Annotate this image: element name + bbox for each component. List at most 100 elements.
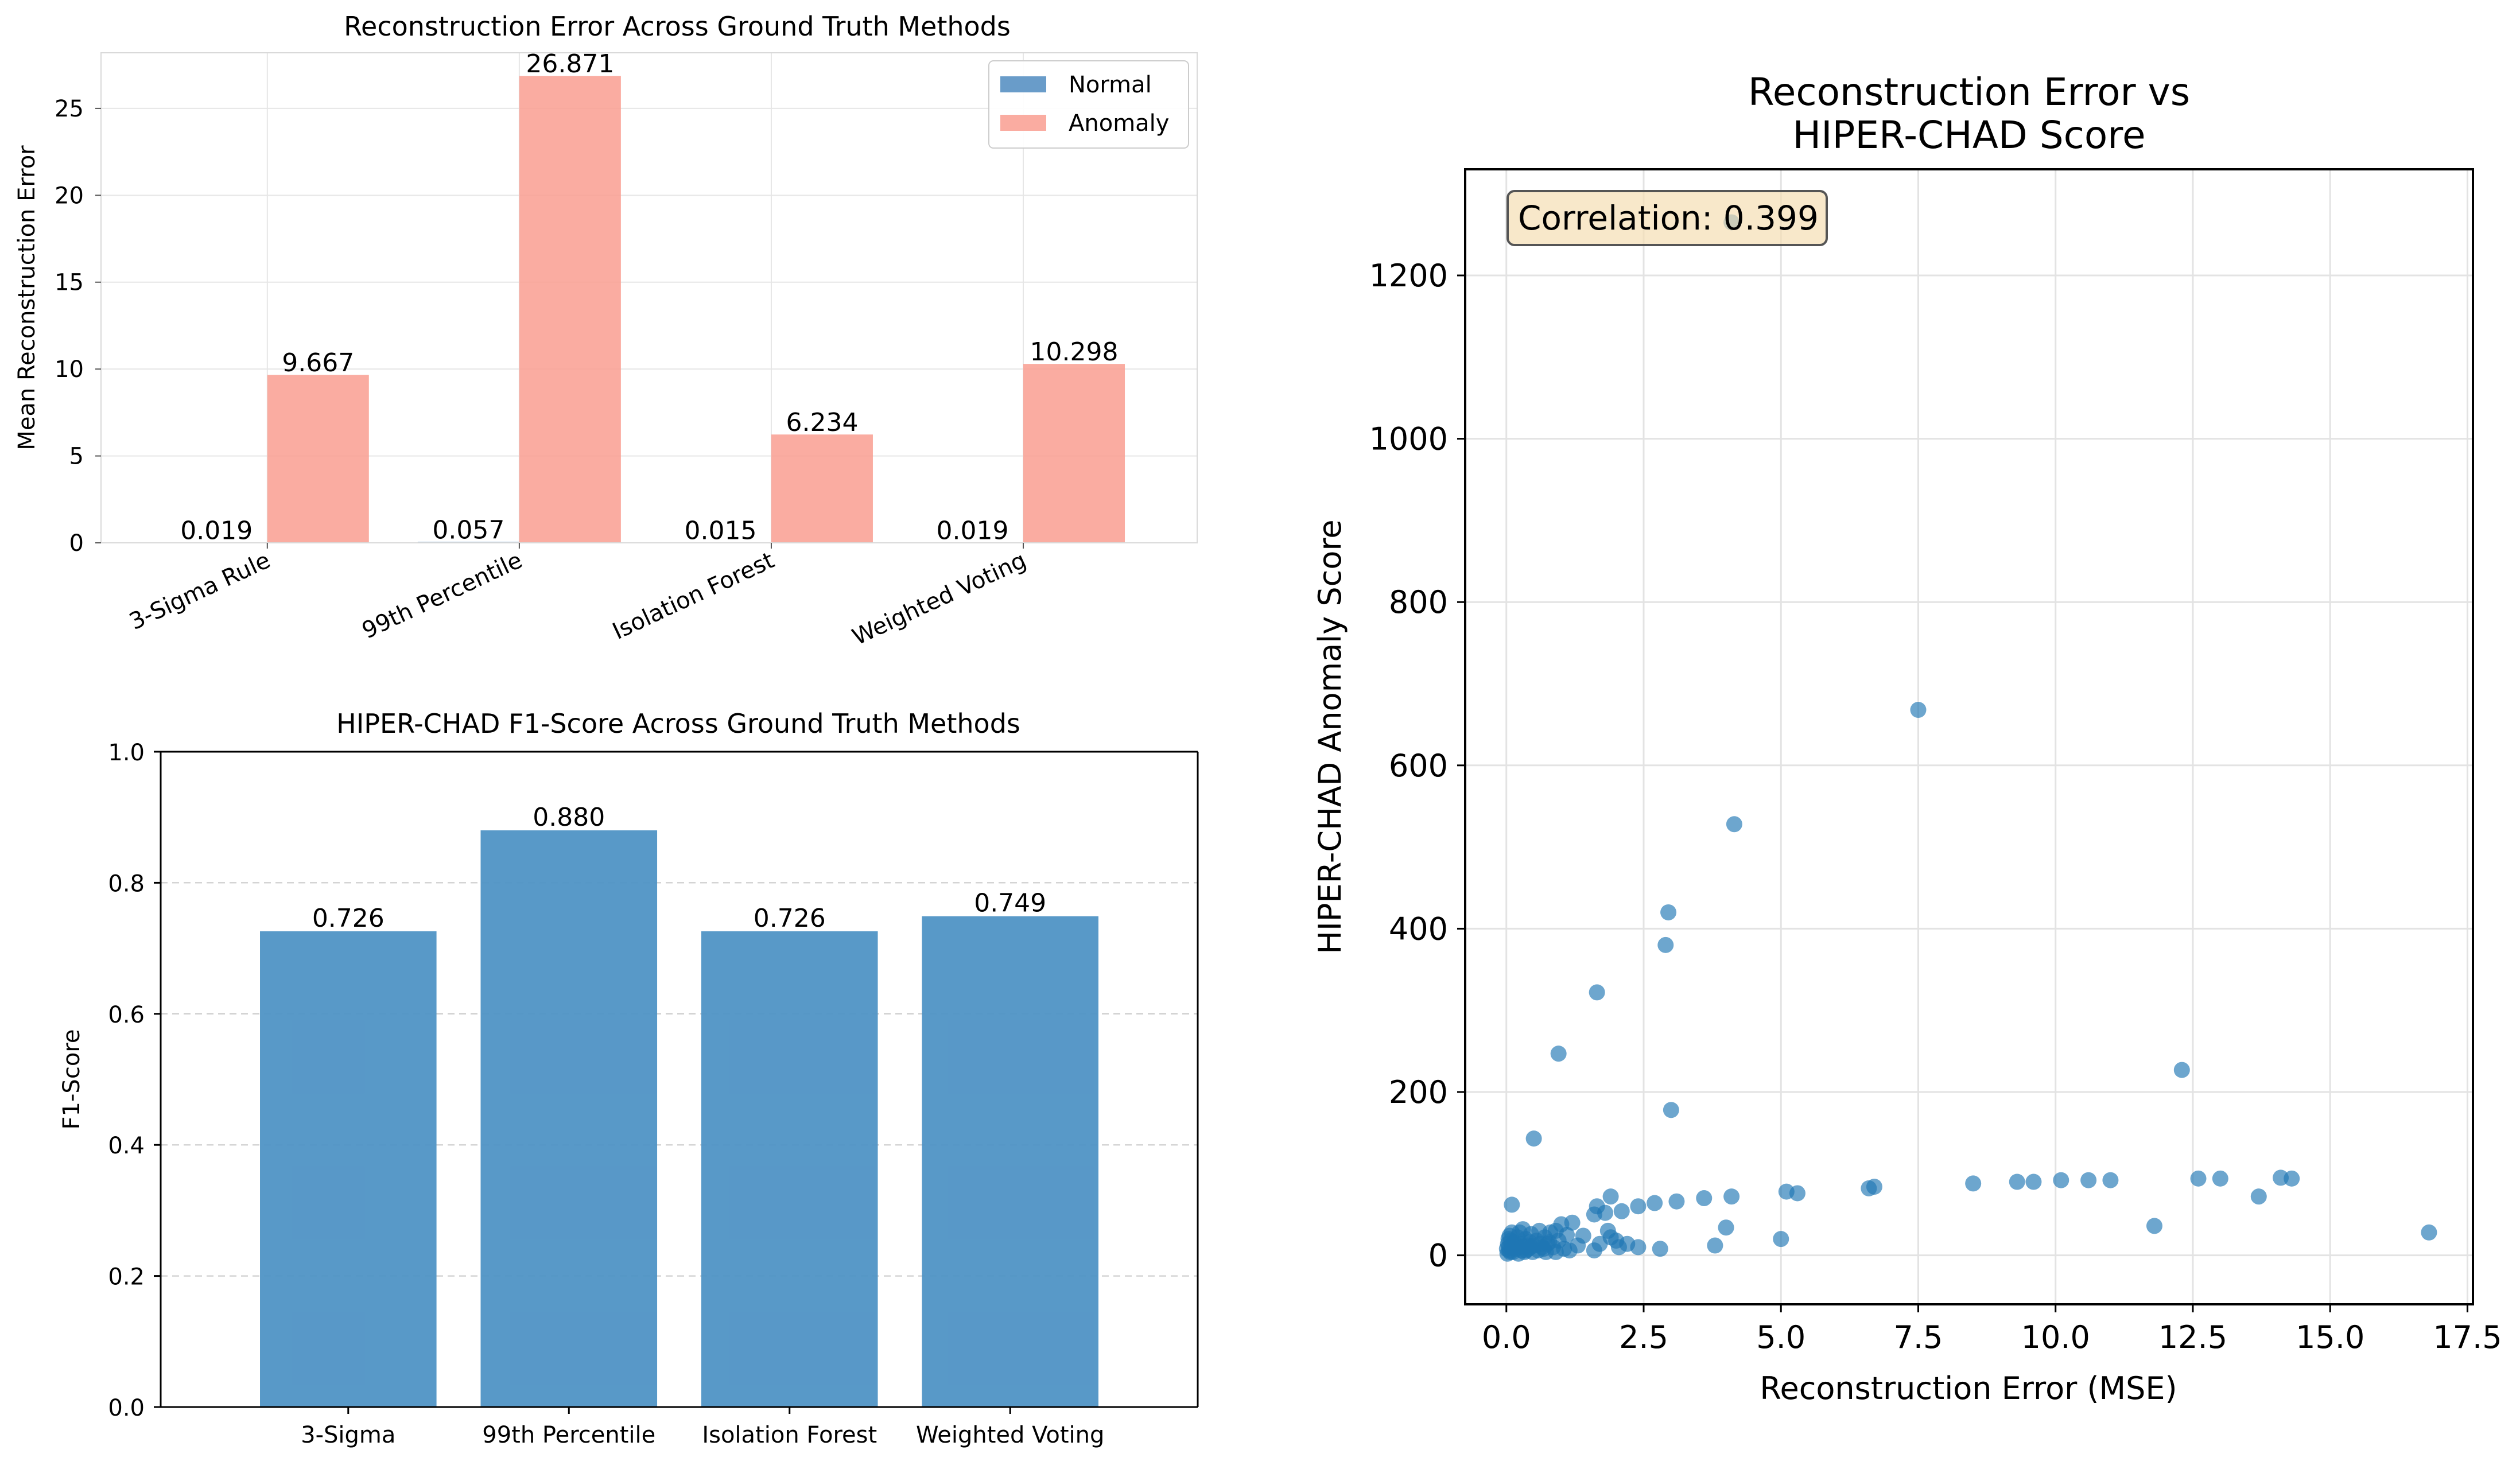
chart3-data-point [2250,1188,2267,1205]
chart3-data-point [1586,1206,1602,1223]
chart3-x-tick-label: 12.5 [2158,1319,2227,1355]
chart2-value-label: 0.726 [312,904,385,933]
chart3-data-point [1630,1198,1647,1215]
chart2-x-tick-label: 3-Sigma [301,1422,395,1448]
chart1-value-label-normal: 0.057 [432,515,504,545]
chart2-bar [701,931,878,1407]
chart1-y-axis-label: Mean Reconstruction Error [14,145,40,450]
chart1-value-label-anomaly: 6.234 [786,408,858,437]
chart1-y-tick-label: 25 [55,96,84,122]
chart2-y-tick-label: 0.8 [108,870,145,897]
chart3-data-point [1525,1130,1542,1147]
chart1-bar-anomaly [771,434,873,543]
chart1-y-tick-label: 20 [55,182,84,209]
chart2-x-tick-label: 99th Percentile [482,1422,655,1448]
chart1-legend: Normal Anomaly [988,60,1189,149]
chart3-points [1498,214,2437,1262]
chart2-y-tick-label: 0.4 [108,1133,145,1159]
chart3-data-point [2284,1170,2300,1187]
chart3-data-point [1696,1190,1713,1207]
reconstruction-vs-score-scatter: Reconstruction Error vs HIPER-CHAD Score… [1312,70,2502,1406]
chart1-value-label-normal: 0.015 [684,516,756,546]
chart2-value-label: 0.749 [974,889,1046,918]
chart2-value-label: 0.726 [754,904,826,933]
chart2-y-tick-label: 0.6 [108,1002,145,1028]
chart3-data-point [1866,1179,1882,1195]
chart3-data-point [1500,1231,1517,1248]
chart1-value-label-anomaly: 26.871 [526,49,614,79]
chart3-x-tick-label: 7.5 [1894,1319,1943,1355]
chart3-data-point [1522,1239,1539,1256]
chart3-data-point [2146,1218,2162,1234]
chart3-data-point [2025,1173,2042,1190]
chart1-value-labels: 0.019 0.057 0.015 0.019 9.667 26.871 6.234 10.2… [180,49,1118,545]
chart3-x-tick-label: 17.5 [2433,1319,2502,1355]
correlation-text: Correlation: 0.399 [1518,199,1819,238]
chart2-x-ticks: 3-Sigma 99th Percentile Isolation Forest We… [301,1407,1104,1448]
chart3-data-point [1723,1188,1740,1205]
chart3-y-ticks: 0 200 400 600 800 1000 1200 [1369,258,1465,1274]
chart3-data-point [1575,1227,1591,1244]
chart1-value-label-normal: 0.019 [937,516,1009,545]
chart3-data-point [2212,1170,2228,1187]
chart3-data-point [1707,1237,1723,1254]
chart3-data-point [2009,1173,2025,1190]
chart3-data-point [1965,1175,1982,1192]
chart3-data-point [1586,1242,1602,1259]
chart3-data-point [1652,1241,1668,1257]
chart3-data-point [2190,1170,2207,1187]
chart3-data-point [1657,936,1674,953]
chart2-title: HIPER-CHAD F1-Score Across Ground Truth … [336,708,1020,739]
chart2-y-axis-label: F1-Score [59,1029,85,1130]
chart3-data-point [2080,1172,2097,1188]
chart3-y-tick-label: 600 [1389,748,1448,784]
chart3-x-tick-label: 10.0 [2021,1319,2090,1355]
chart3-x-ticks: 0.0 2.5 5.0 7.5 10.0 12.5 15.0 17.5 [1482,1304,2502,1355]
chart3-data-point [1718,1219,1734,1236]
chart3-data-point [1647,1195,1663,1211]
chart2-y-tick-label: 0.0 [108,1395,145,1421]
chart3-y-tick-label: 1000 [1369,421,1448,457]
chart1-bar-anomaly [1023,364,1125,543]
chart3-data-point [1561,1242,1578,1259]
chart3-title-line2: HIPER-CHAD Score [1792,113,2145,157]
chart3-y-tick-label: 1200 [1369,258,1448,294]
chart3-data-point [1660,904,1677,920]
chart3-data-point [1668,1193,1685,1210]
chart1-y-tick-label: 15 [55,270,84,296]
chart3-gridlines [1465,169,2473,1304]
chart3-data-point [1663,1102,1679,1118]
chart3-data-point [1550,1046,1567,1062]
chart1-value-label-anomaly: 9.667 [282,348,354,378]
chart3-y-tick-label: 0 [1428,1238,1448,1274]
chart3-data-point [2053,1172,2069,1188]
chart3-y-tick-label: 200 [1389,1074,1448,1110]
chart1-y-tick-label: 0 [69,530,84,557]
chart3-data-point [1504,1196,1520,1213]
chart3-data-point [1602,1188,1619,1205]
chart3-y-axis-label: HIPER-CHAD Anomaly Score [1312,519,1348,954]
chart3-data-point [1910,702,1927,718]
chart3-plot-frame [1464,168,2474,1305]
chart3-data-point [1619,1235,1636,1252]
chart3-y-tick-label: 400 [1389,911,1448,947]
chart3-data-point [1726,816,1742,833]
chart1-bars [165,76,1125,543]
chart3-x-tick-label: 5.0 [1756,1319,1805,1355]
chart2-value-labels: 0.726 0.880 0.726 0.749 [312,803,1046,933]
legend-normal-swatch [1000,76,1046,92]
chart3-data-point [2421,1224,2437,1241]
chart3-x-tick-label: 15.0 [2296,1319,2364,1355]
f1-score-bar-chart: HIPER-CHAD F1-Score Across Ground Truth … [59,708,1199,1448]
chart3-x-tick-label: 2.5 [1619,1319,1668,1355]
chart2-x-tick-label: Weighted Voting [916,1422,1104,1448]
chart3-data-point [1773,1231,1789,1248]
chart3-data-point [1589,984,1605,1001]
chart2-value-label: 0.880 [533,803,605,832]
chart2-bars [260,830,1098,1407]
chart2-bar [480,830,658,1407]
chart1-bar-anomaly [267,375,369,543]
chart3-data-point [2102,1172,2119,1188]
chart3-y-tick-label: 800 [1389,584,1448,620]
